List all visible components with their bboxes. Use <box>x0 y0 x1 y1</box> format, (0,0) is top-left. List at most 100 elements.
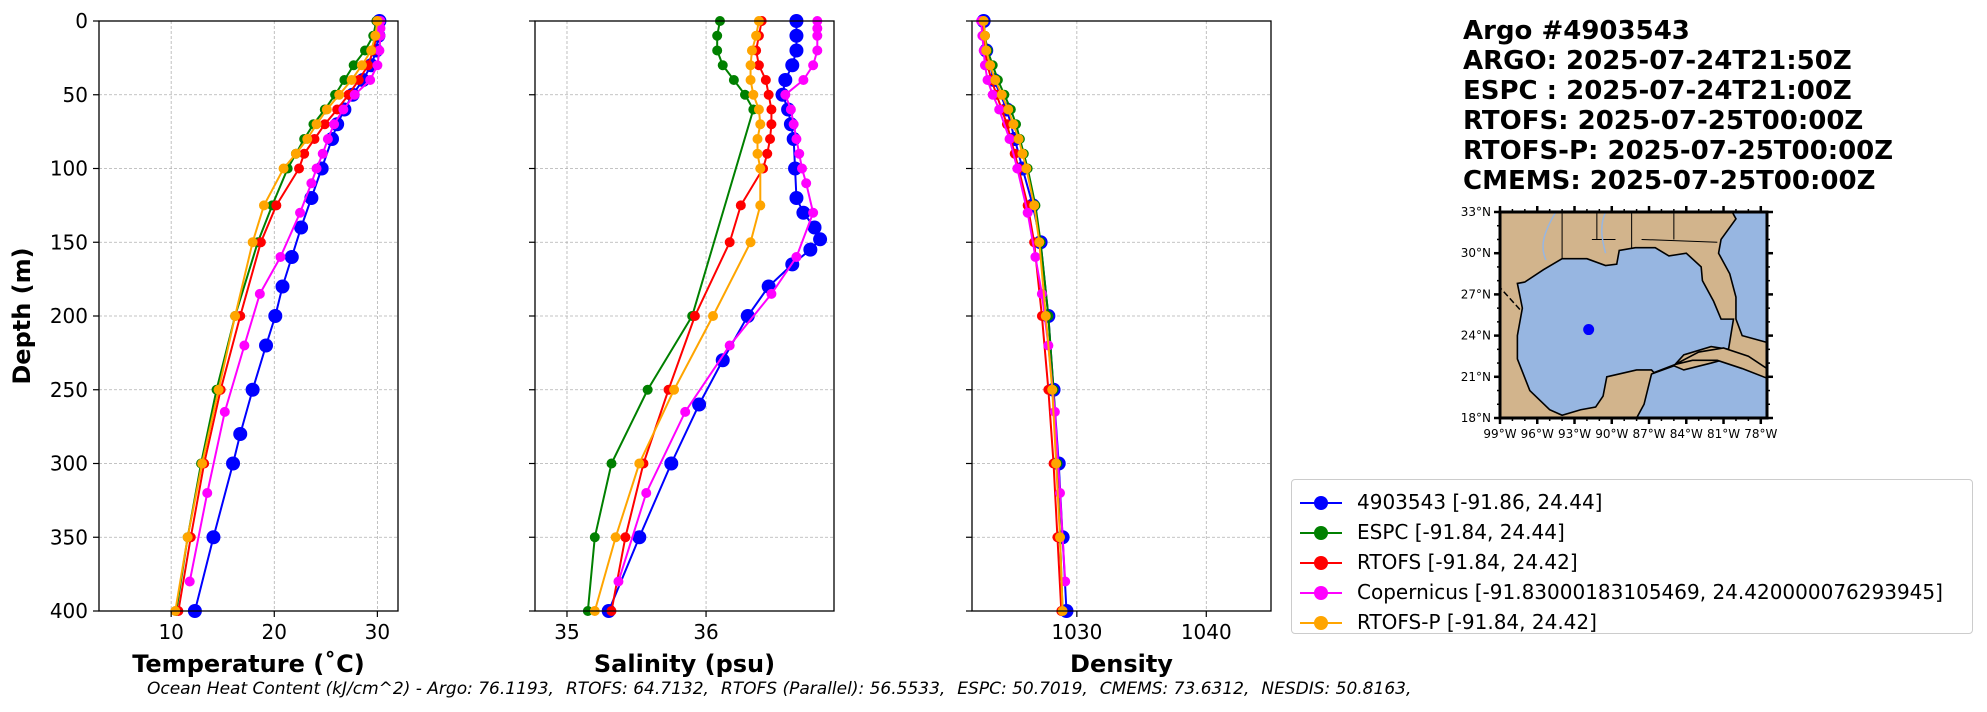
data-point <box>613 576 624 587</box>
data-point <box>766 104 777 115</box>
data-point <box>294 220 309 235</box>
data-point <box>789 28 804 43</box>
data-point <box>692 397 707 412</box>
data-point <box>1012 163 1023 174</box>
legend-label: 4903543 [-91.86, 24.44] <box>1357 490 1603 514</box>
data-point <box>353 75 364 85</box>
data-point <box>755 119 766 130</box>
data-point <box>689 311 700 321</box>
density-axes: 1030 1040 Density <box>966 14 1272 678</box>
data-point <box>322 134 333 144</box>
x-tick-label: 1040 <box>1181 620 1232 644</box>
data-point <box>791 134 802 144</box>
y-tick-label: 150 <box>50 230 88 254</box>
map-body <box>1500 212 1767 418</box>
data-point <box>1013 134 1024 144</box>
data-point <box>724 340 735 351</box>
y-axis-label: Depth (m) <box>8 247 36 384</box>
data-point <box>311 119 322 130</box>
y-tick-label: 350 <box>50 525 88 549</box>
data-point <box>311 163 322 174</box>
y-tick-label: 100 <box>50 157 88 181</box>
data-point <box>765 134 776 144</box>
data-point <box>366 45 377 56</box>
data-point <box>751 30 762 41</box>
data-point <box>796 205 811 220</box>
data-point <box>268 309 283 323</box>
data-point <box>739 89 750 100</box>
lat-tick-label: 24°N <box>1461 329 1491 343</box>
data-point <box>1049 406 1060 417</box>
atlantic-ocean <box>1717 212 1767 344</box>
temperature-axes: 0 50 100 150 200 250 300 350 400 10 20 30Temperatur… <box>8 9 399 678</box>
lon-tick-label: 81°W <box>1707 427 1740 441</box>
rtofs-time: RTOFS: 2025-07-25T00:00Z <box>1463 106 1864 136</box>
data-point <box>634 458 645 469</box>
data-point <box>715 353 730 368</box>
legend-label: RTOFS [-91.84, 24.42] <box>1357 550 1578 574</box>
data-point <box>1055 532 1066 543</box>
rtofs-p-time: RTOFS-P: 2025-07-25T00:00Z <box>1463 136 1894 166</box>
legend-entry: ESPC [-91.84, 24.44] <box>1292 518 1972 548</box>
data-point <box>788 119 799 130</box>
x-axis-label: Density <box>1070 650 1173 678</box>
lat-tick-label: 33°N <box>1461 205 1491 219</box>
data-point <box>745 60 756 71</box>
lat-tick-label: 27°N <box>1461 287 1491 301</box>
legend-marker <box>1314 616 1328 630</box>
data-point <box>745 237 756 248</box>
cuba <box>1674 347 1767 380</box>
data-point <box>753 60 764 71</box>
data-point <box>329 119 340 130</box>
profile-info: Argo #4903543 ARGO: 2025-07-24T21:50Z ES… <box>1463 16 1893 196</box>
data-point <box>275 252 286 262</box>
data-point <box>317 148 328 159</box>
data-point <box>372 60 383 71</box>
x-tick-label: 20 <box>262 620 287 644</box>
data-point <box>1030 252 1041 262</box>
data-point <box>290 148 301 159</box>
lon-tick-label: 84°W <box>1670 427 1703 441</box>
caribbean-sea <box>1635 355 1767 418</box>
espc-time: ESPC : 2025-07-24T21:00Z <box>1463 76 1852 106</box>
legend-entry: Copernicus [-91.83000183105469, 24.42000… <box>1292 578 1972 608</box>
data-point <box>184 576 195 587</box>
x-tick-label: 10 <box>158 620 183 644</box>
data-point <box>785 58 800 73</box>
lon-tick-label: 90°W <box>1595 427 1628 441</box>
data-point <box>766 119 777 130</box>
data-point <box>641 488 652 498</box>
data-point <box>202 488 213 498</box>
data-point <box>990 75 1001 85</box>
data-point <box>746 45 757 56</box>
location-map: 33°N 30°N 27°N 24°N 21°N 18°N 99°W 96°W 93°W 90°W… <box>1461 205 1778 441</box>
data-point <box>760 75 771 85</box>
data-point <box>642 384 653 395</box>
legend-label: ESPC [-91.84, 24.44] <box>1357 520 1565 544</box>
y-tick-label: 200 <box>50 304 88 328</box>
data-point <box>748 89 759 100</box>
data-point <box>334 89 345 100</box>
data-point <box>284 250 299 264</box>
data-point <box>803 242 818 257</box>
data-point <box>319 119 330 130</box>
data-point <box>1008 119 1019 130</box>
ohc-prefix: Ocean Heat Content (kJ/cm^2) - <box>147 679 428 699</box>
data-point <box>1004 134 1015 144</box>
axes-frame <box>971 20 1272 612</box>
data-point <box>306 178 317 189</box>
data-point <box>206 530 221 545</box>
data-point <box>226 456 241 471</box>
data-point <box>745 75 756 85</box>
data-point <box>254 288 265 299</box>
data-point <box>1036 288 1047 299</box>
data-point <box>794 148 805 159</box>
data-point <box>294 163 305 174</box>
data-point <box>278 163 289 174</box>
data-point <box>295 207 306 218</box>
data-point <box>801 178 812 189</box>
data-point <box>346 75 357 85</box>
data-point <box>791 252 802 262</box>
ohc-nesdis: NESDIS: 50.8163, <box>1261 679 1412 699</box>
ohc-argo: Argo: 76.1193, <box>427 679 554 699</box>
